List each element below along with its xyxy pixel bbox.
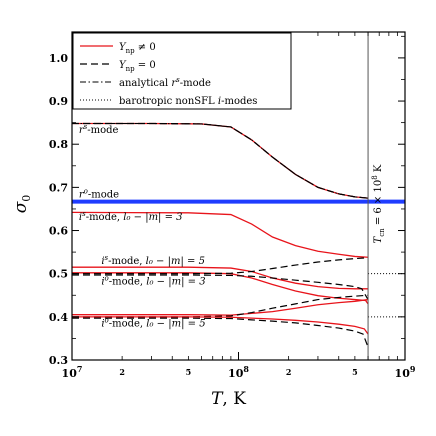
annotation-io3: io-mode, l₀ − |m| = 3 [101, 274, 205, 287]
legend: Ynp ≠ 0 Ynp = 0 analytical rs-mode barotrop… [72, 32, 292, 110]
series-line-is3_red [72, 211, 369, 258]
series-line-rs_analytical [72, 122, 369, 199]
tcn-label: Tcn = 6 × 108 K [371, 164, 386, 243]
axes: 0.3 0.4 0.5 0.6 0.7 0.8 0.9 1.0 107 108 109 2 5 2 5 T, … [11, 31, 416, 409]
y-tick-label-0.5: 0.5 [49, 268, 68, 281]
annotation-is5: is-mode, l₀ − |m| = 5 [101, 254, 205, 267]
y-tick-label-0.3: 0.3 [49, 354, 68, 367]
series-line-is5_red_low [72, 298, 369, 316]
x-minor-tick-label-2: 2 [286, 367, 292, 377]
y-tick-label-0.4: 0.4 [49, 311, 68, 324]
y-tick-label-1.0: 1.0 [49, 52, 68, 65]
series-line-io5_dashed_down [72, 317, 369, 348]
annotation-ro: ro-mode [79, 188, 119, 201]
x-tick-label-1e9: 109 [395, 364, 416, 380]
legend-label-analytical: analytical rs-mode [119, 76, 211, 89]
x-minor-tick-label-0: 2 [119, 367, 125, 377]
y-tick-label-0.8: 0.8 [49, 138, 68, 151]
x-axis-label: T, K [211, 389, 246, 409]
y-tick-label-0.9: 0.9 [49, 95, 68, 108]
annotation-rs: rs-mode [79, 123, 119, 136]
y-tick-label-0.6: 0.6 [49, 225, 68, 238]
series-line-io5_red_low [72, 316, 369, 335]
plot-area: Tcn = 6 × 108 K rs-mode ro-mode is-mode, l₀… [72, 32, 405, 360]
series-line-is5_red [72, 266, 369, 290]
legend-label-ynp_zero: Ynp = 0 [119, 60, 156, 73]
series-line-io3_dashed_up [72, 257, 369, 275]
annotation-io5: io-mode, l₀ − |m| = 5 [101, 316, 205, 329]
x-minor-tick-label-3: 5 [352, 367, 358, 377]
series-line-io5_dashed_up [72, 294, 369, 318]
annotation-is3: is-mode, l₀ − |m| = 3 [79, 210, 183, 223]
legend-label-ynp_nonzero: Ynp ≠ 0 [119, 42, 156, 55]
y-tick-label-0.7: 0.7 [49, 181, 68, 194]
legend-label-barotropic: barotropic nonSFL i-modes [119, 96, 257, 107]
x-tick-label-1e8: 108 [228, 364, 249, 380]
y-axis-label: σ0 [11, 195, 33, 214]
series-line-io3_dashed_down [72, 274, 369, 300]
x-minor-tick-label-1: 5 [186, 367, 192, 377]
x-tick-label-1e7: 107 [62, 364, 83, 380]
